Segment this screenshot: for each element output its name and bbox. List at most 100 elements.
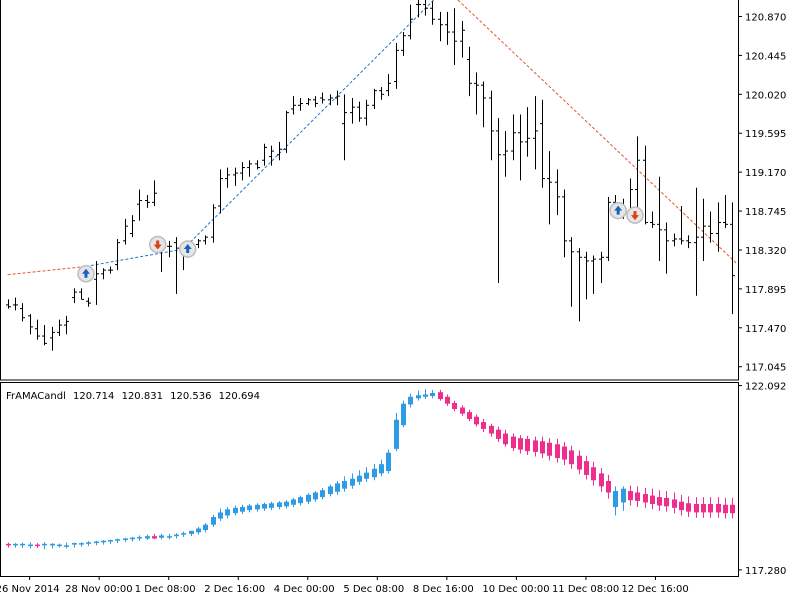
indicator-candle[interactable] <box>342 476 347 492</box>
indicator-candle[interactable] <box>481 418 486 433</box>
ohlc-bar[interactable] <box>335 90 340 106</box>
ohlc-bar[interactable] <box>240 162 245 181</box>
ohlc-bar[interactable] <box>555 169 560 216</box>
indicator-candle[interactable] <box>664 490 669 512</box>
indicator-candle[interactable] <box>525 435 530 455</box>
indicator-candle[interactable] <box>364 467 369 482</box>
ohlc-bar[interactable] <box>708 211 713 243</box>
indicator-candle[interactable] <box>123 537 128 543</box>
ohlc-bar[interactable] <box>291 96 296 115</box>
ohlc-bar[interactable] <box>716 202 721 252</box>
indicator-candle[interactable] <box>233 505 238 516</box>
ohlc-bar[interactable] <box>481 81 486 128</box>
ohlc-bar[interactable] <box>350 97 355 124</box>
indicator-candle[interactable] <box>496 426 501 442</box>
indicator-candle[interactable] <box>335 481 340 495</box>
indicator-candle[interactable] <box>269 501 274 511</box>
sell-signal-icon[interactable] <box>626 206 644 224</box>
ohlc-bar[interactable] <box>657 176 662 261</box>
ohlc-bar[interactable] <box>298 97 303 111</box>
ohlc-bar[interactable] <box>328 94 333 106</box>
indicator-candle[interactable] <box>723 497 728 519</box>
ohlc-bar[interactable] <box>233 167 238 186</box>
ohlc-bar[interactable] <box>269 145 274 166</box>
ohlc-bar[interactable] <box>313 96 318 108</box>
indicator-candle[interactable] <box>372 464 377 481</box>
indicator-candle[interactable] <box>42 542 47 550</box>
indicator-panel[interactable] <box>6 389 735 550</box>
indicator-candle[interactable] <box>291 497 296 508</box>
ohlc-bar[interactable] <box>174 237 179 294</box>
indicator-candle[interactable] <box>628 485 633 506</box>
indicator-candle[interactable] <box>540 436 545 459</box>
ohlc-bar[interactable] <box>167 240 172 258</box>
indicator-candle[interactable] <box>438 389 443 401</box>
indicator-candle[interactable] <box>503 429 508 447</box>
indicator-candle[interactable] <box>357 470 362 485</box>
indicator-candle[interactable] <box>20 542 25 549</box>
indicator-candle[interactable] <box>101 540 106 545</box>
indicator-candle[interactable] <box>203 523 208 533</box>
ohlc-bar[interactable] <box>679 206 684 245</box>
ohlc-bar[interactable] <box>50 326 55 351</box>
ohlc-bar[interactable] <box>438 11 443 42</box>
ohlc-bar[interactable] <box>416 0 421 18</box>
indicator-candle[interactable] <box>13 543 18 548</box>
ohlc-bar[interactable] <box>694 187 699 296</box>
ohlc-bar[interactable] <box>306 97 311 106</box>
indicator-candle[interactable] <box>137 535 142 541</box>
ohlc-bar[interactable] <box>86 297 91 307</box>
ohlc-bar[interactable] <box>357 101 362 122</box>
ohlc-bar[interactable] <box>460 21 465 58</box>
indicator-candle[interactable] <box>730 497 735 519</box>
ohlc-bar[interactable] <box>379 86 384 100</box>
indicator-candle[interactable] <box>298 495 303 506</box>
indicator-candle[interactable] <box>401 400 406 428</box>
indicator-candle[interactable] <box>452 400 457 412</box>
indicator-candle[interactable] <box>130 536 135 542</box>
ohlc-bar[interactable] <box>35 319 40 340</box>
indicator-candle[interactable] <box>211 514 216 527</box>
indicator-candle[interactable] <box>591 461 596 486</box>
indicator-candle[interactable] <box>320 487 325 500</box>
indicator-candle[interactable] <box>416 390 421 401</box>
buy-signal-icon[interactable] <box>609 201 627 220</box>
buy-signal-icon[interactable] <box>178 240 197 258</box>
indicator-candle[interactable] <box>430 389 435 399</box>
ohlc-bar[interactable] <box>277 141 282 161</box>
ohlc-bar[interactable] <box>664 222 669 274</box>
ohlc-bar[interactable] <box>540 99 545 188</box>
indicator-candle[interactable] <box>650 488 655 510</box>
ohlc-bar[interactable] <box>452 8 457 66</box>
indicator-candle[interactable] <box>621 486 626 511</box>
indicator-candle[interactable] <box>613 486 618 516</box>
indicator-candle[interactable] <box>152 533 157 540</box>
indicator-candle[interactable] <box>379 459 384 477</box>
indicator-candle[interactable] <box>196 526 201 535</box>
ohlc-bar[interactable] <box>701 198 706 261</box>
ohlc-bar[interactable] <box>64 315 69 335</box>
indicator-candle[interactable] <box>672 492 677 514</box>
ohlc-bar[interactable] <box>723 195 728 228</box>
indicator-candle[interactable] <box>350 473 355 489</box>
indicator-candle[interactable] <box>6 542 11 548</box>
indicator-candle[interactable] <box>284 500 289 509</box>
indicator-candle[interactable] <box>584 455 589 480</box>
indicator-candle[interactable] <box>643 487 648 508</box>
sell-signal-icon[interactable] <box>148 235 167 254</box>
ohlc-bar[interactable] <box>57 319 62 337</box>
ohlc-bar[interactable] <box>533 96 538 170</box>
indicator-candle[interactable] <box>50 543 55 549</box>
indicator-candle[interactable] <box>474 414 479 427</box>
ohlc-bar[interactable] <box>650 211 655 228</box>
indicator-candle[interactable] <box>189 530 194 537</box>
indicator-candle[interactable] <box>79 542 84 547</box>
ohlc-bar[interactable] <box>225 167 230 188</box>
indicator-candle[interactable] <box>35 543 40 549</box>
ohlc-bar[interactable] <box>606 196 611 261</box>
ohlc-bar[interactable] <box>562 189 567 258</box>
indicator-candle[interactable] <box>686 496 691 518</box>
ohlc-bar[interactable] <box>423 0 428 16</box>
ohlc-bar[interactable] <box>686 235 691 249</box>
indicator-candle[interactable] <box>28 542 33 549</box>
